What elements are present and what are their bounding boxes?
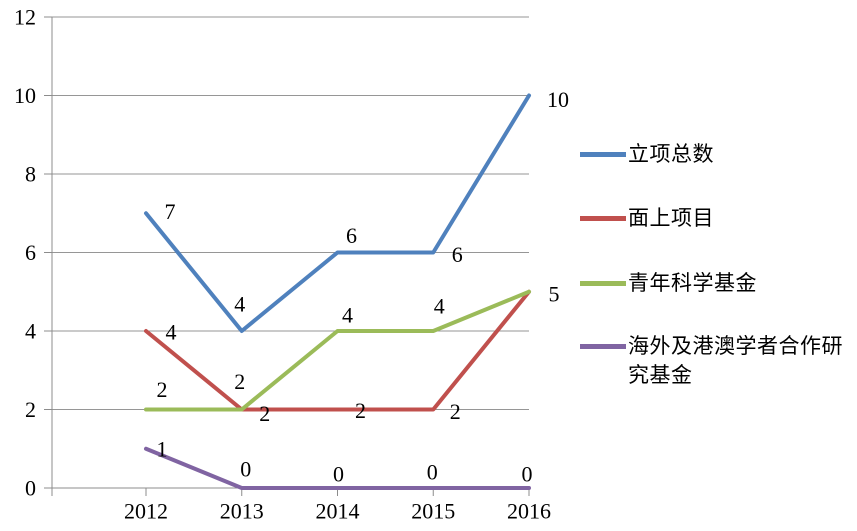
series-line-2 [144, 289, 531, 412]
data-label: 6 [346, 223, 357, 248]
data-label: 1 [157, 436, 168, 461]
data-label: 4 [342, 303, 353, 328]
y-tick-label: 2 [25, 397, 36, 422]
series-line-0 [144, 93, 531, 333]
data-label: 7 [165, 199, 176, 224]
data-label: 2 [259, 401, 270, 426]
x-tick-label: 2014 [316, 499, 360, 524]
data-label: 6 [452, 242, 463, 267]
data-label: 0 [427, 460, 438, 485]
data-label: 0 [333, 462, 344, 487]
data-label: 2 [355, 398, 366, 423]
data-label: 4 [434, 294, 445, 319]
data-label: 0 [522, 462, 533, 487]
x-tick-label: 2012 [124, 499, 168, 524]
x-tick-label: 2016 [507, 499, 551, 524]
x-tick-label: 2013 [220, 499, 264, 524]
data-label: 4 [166, 320, 177, 345]
y-tick-label: 8 [25, 162, 36, 187]
data-label: 2 [450, 399, 461, 424]
data-label: 0 [240, 457, 251, 482]
data-label: 4 [234, 292, 245, 317]
series-line-3 [144, 446, 531, 490]
series-line-1 [144, 289, 531, 412]
y-tick-label: 6 [25, 240, 36, 265]
y-tick-label: 12 [14, 5, 36, 30]
x-tick-label: 2015 [411, 499, 455, 524]
data-label: 10 [547, 87, 569, 112]
data-label: 2 [157, 377, 168, 402]
y-tick-label: 0 [25, 476, 36, 501]
y-tick-label: 4 [25, 319, 36, 344]
data-label: 5 [549, 281, 560, 306]
y-tick-label: 10 [14, 83, 36, 108]
data-label: 2 [234, 369, 245, 394]
